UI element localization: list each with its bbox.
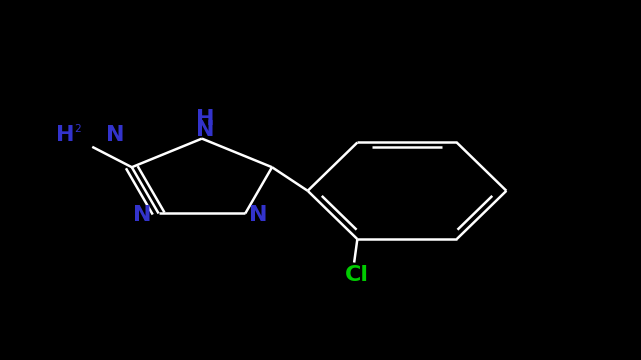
Text: N: N: [106, 125, 124, 145]
Text: N: N: [249, 205, 267, 225]
Text: $_2$: $_2$: [74, 120, 82, 135]
Text: H: H: [56, 125, 74, 145]
Text: N: N: [196, 120, 214, 140]
Text: H: H: [196, 109, 214, 129]
Text: N: N: [133, 205, 152, 225]
Text: Cl: Cl: [345, 265, 369, 285]
